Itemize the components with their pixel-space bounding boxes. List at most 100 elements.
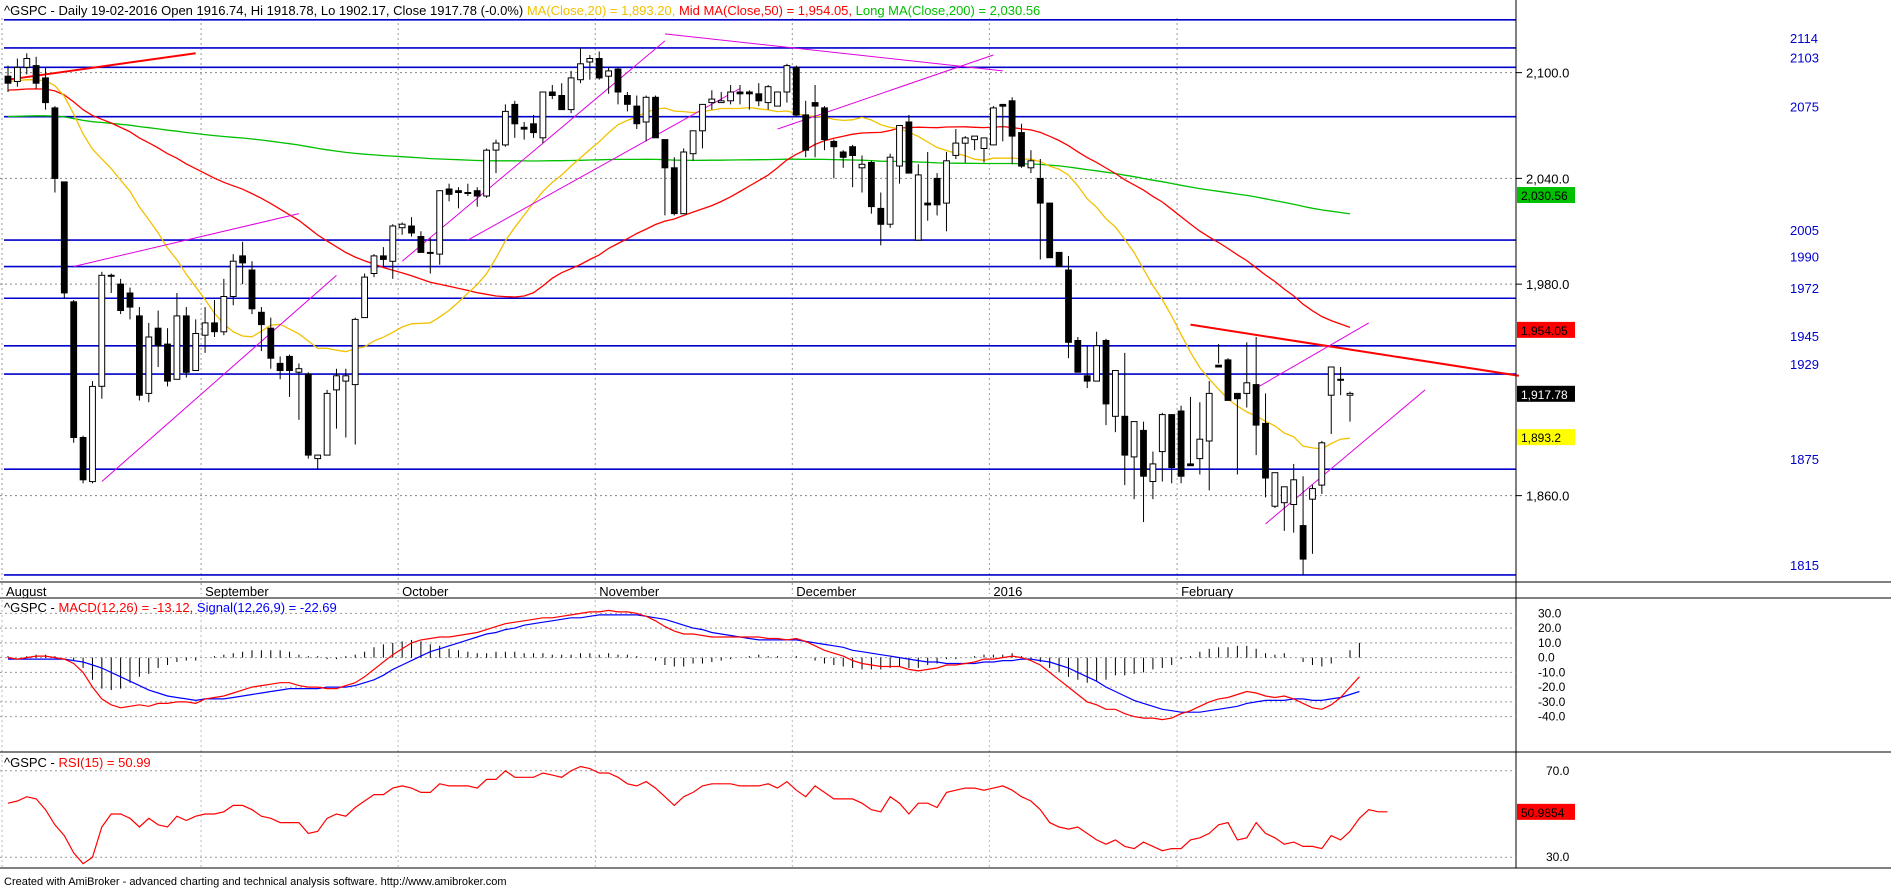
candle-body (680, 151, 688, 215)
candle (811, 84, 819, 158)
candle (624, 92, 631, 112)
candle-body (361, 276, 369, 319)
candle-body (1130, 421, 1138, 458)
candle-body (60, 181, 68, 294)
candle (79, 435, 87, 484)
candle (727, 84, 735, 105)
candle (70, 300, 78, 443)
candle-body (370, 255, 378, 274)
candle-body (1262, 422, 1269, 479)
candle-body (455, 190, 462, 193)
candle (380, 247, 387, 267)
candle (717, 92, 725, 104)
candle (1093, 331, 1100, 382)
candle (708, 90, 716, 110)
candle-body (117, 283, 124, 312)
candle (23, 53, 31, 75)
candle-body (1327, 366, 1335, 396)
rsi-header: ^GSPC - RSI(15) = 50.99 (4, 755, 151, 770)
candle (408, 217, 415, 237)
candle-body (1215, 364, 1222, 368)
candle (652, 95, 659, 139)
candle-body (1083, 375, 1091, 382)
candle (914, 164, 922, 241)
candle-body (736, 91, 744, 95)
candle-body (426, 251, 434, 254)
candle-body (905, 121, 913, 174)
candle (980, 137, 988, 163)
candle (1215, 344, 1222, 368)
candle-body (1074, 340, 1082, 373)
candle (60, 181, 68, 299)
candle (258, 307, 265, 352)
macd-tick-label: -10.0 (1538, 665, 1566, 679)
candle-body (1252, 384, 1260, 426)
candle (614, 67, 622, 105)
trendline (1265, 389, 1426, 525)
candle (1018, 123, 1025, 168)
candle (1083, 345, 1091, 389)
candle-body (464, 192, 472, 194)
candle (211, 300, 218, 338)
candle-body (530, 123, 537, 134)
candle-body (1102, 340, 1110, 405)
candle-body (408, 225, 415, 234)
rsi-label: RSI(15) = 50.99 (58, 755, 151, 770)
candle-body (746, 91, 753, 95)
candle (755, 83, 763, 107)
candle (1102, 338, 1110, 426)
candle-body (990, 107, 997, 146)
candle (689, 130, 697, 161)
candle (1224, 358, 1232, 401)
candle-body (89, 385, 96, 483)
candle (1187, 396, 1194, 467)
candles-layer (4, 47, 1354, 575)
macd-tick-label: 30.0 (1538, 606, 1562, 620)
month-label: December (796, 584, 857, 599)
candle (502, 104, 509, 147)
candle-body (999, 103, 1007, 107)
candle-body (380, 255, 387, 260)
candle (1196, 402, 1204, 475)
candle-body (1337, 378, 1344, 381)
trendline (467, 88, 741, 241)
candle (821, 106, 828, 151)
ma200-label: Long MA(Close,200) = 2,030.56 (855, 3, 1041, 18)
candle (314, 454, 322, 470)
month-label: October (402, 584, 449, 599)
candle (492, 139, 500, 174)
horizontal-levels-layer: 2114 2103 2075 2005 1990 1972 1945 1929 1875 1815 (4, 18, 1819, 576)
candle-body (1046, 202, 1054, 259)
candle-body (577, 63, 584, 81)
candle-body (417, 236, 425, 253)
candle-body (389, 225, 397, 262)
ma20-line (7, 79, 1351, 450)
candle-body (173, 315, 181, 380)
candle-body (1093, 345, 1100, 382)
candle-body (1149, 463, 1157, 482)
candle-body (473, 190, 481, 197)
signal-line (8, 614, 1360, 713)
month-label: 2016 (993, 584, 1022, 599)
candle (389, 224, 397, 279)
candle-body (849, 146, 857, 156)
candle-body (511, 103, 519, 125)
candle (577, 47, 584, 84)
level-label: 1990 (1790, 250, 1819, 265)
candle (1299, 476, 1307, 575)
candle-body (624, 95, 631, 105)
candle-body (502, 110, 509, 146)
candle-body (774, 91, 781, 107)
candle (642, 95, 650, 142)
candle (1271, 472, 1279, 508)
candle (943, 151, 950, 232)
candle-body (70, 301, 78, 438)
candle-body (239, 255, 246, 264)
candle-body (164, 343, 171, 382)
candle-body (1290, 479, 1298, 505)
candle-body (595, 58, 603, 79)
candle (792, 65, 800, 117)
candle (370, 254, 378, 278)
candle-body (23, 58, 31, 68)
